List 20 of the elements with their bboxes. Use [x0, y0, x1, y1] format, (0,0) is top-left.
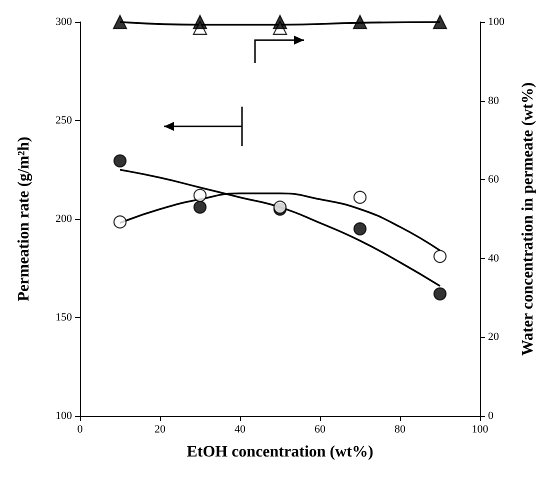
x-axis-title: EtOH concentration (wt%)	[186, 444, 374, 460]
y-tick-label: 100	[56, 410, 72, 422]
x-tick-label: 60	[314, 424, 326, 436]
y2-tick-label: 0	[488, 410, 494, 422]
x-tick-label: 40	[234, 424, 246, 436]
y2-tick-label: 40	[488, 252, 500, 264]
y2-tick-label: 20	[488, 331, 500, 344]
x-tick-label: 100	[472, 424, 489, 436]
x-tick-label: 80	[394, 424, 406, 436]
y-tick-label: 300	[56, 16, 72, 28]
y2-tick-label: 60	[488, 174, 500, 186]
y-tick-label: 150	[56, 312, 72, 324]
y2-tick-label: 100	[488, 16, 505, 28]
y-axis-title: Permeation rate (g/m²h)	[16, 136, 32, 302]
x-tick-label: 20	[154, 424, 166, 436]
y2-axis-title: Water concentration in permeate (wt%)	[520, 82, 536, 356]
y2-tick-label: 80	[488, 94, 500, 107]
y-tick-label: 200	[56, 213, 72, 225]
y-tick-label: 250	[56, 114, 72, 126]
x-tick-label: 0	[77, 424, 84, 436]
